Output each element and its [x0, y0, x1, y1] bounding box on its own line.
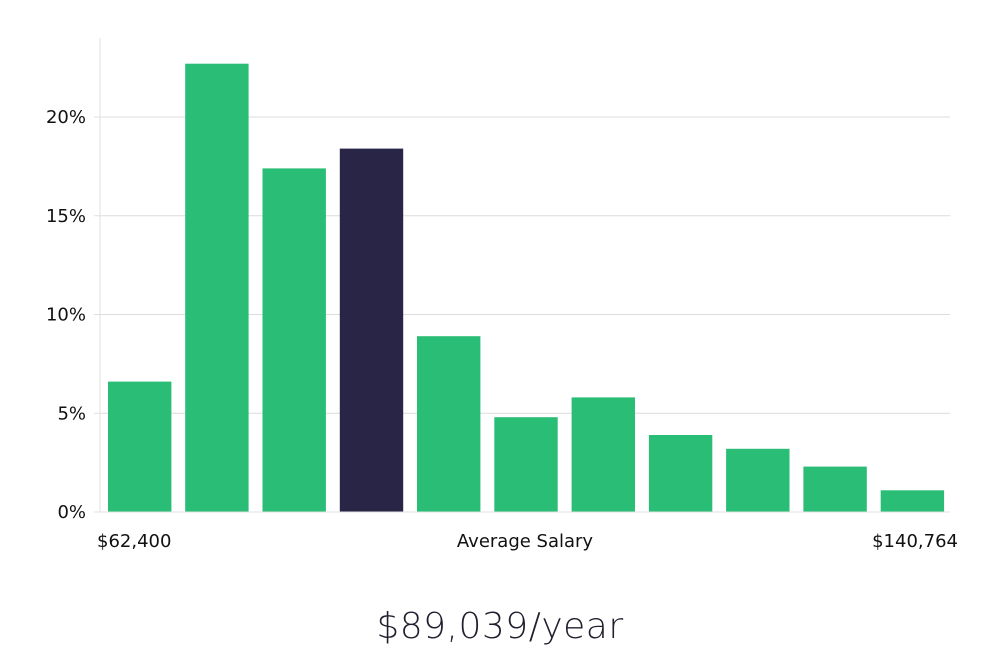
bar: [880, 490, 945, 512]
axes: 0% 5% 10% 15% 20%: [46, 38, 950, 523]
bar-highlighted: [339, 148, 404, 512]
bar: [571, 397, 635, 512]
y-tick-label: 0%: [57, 502, 86, 523]
x-axis-title: Average Salary: [457, 531, 594, 552]
y-tick-label: 20%: [46, 107, 86, 128]
average-salary-headline: $89,039/year: [376, 606, 624, 647]
bar: [262, 168, 326, 512]
bar: [417, 336, 481, 512]
salary-histogram-chart: 0% 5% 10% 15% 20% $62,400 Average Salary $14…: [46, 38, 958, 552]
bar: [648, 435, 713, 512]
x-max-label: $140,764: [872, 531, 958, 552]
bar: [108, 381, 172, 512]
y-tick-label: 5%: [57, 403, 86, 424]
y-tick-label: 10%: [46, 305, 86, 326]
bar: [803, 466, 867, 512]
bars: [108, 63, 945, 512]
bar: [494, 417, 558, 512]
bar: [185, 63, 249, 512]
bar: [726, 448, 790, 512]
x-min-label: $62,400: [97, 531, 171, 552]
y-tick-label: 15%: [46, 206, 86, 227]
